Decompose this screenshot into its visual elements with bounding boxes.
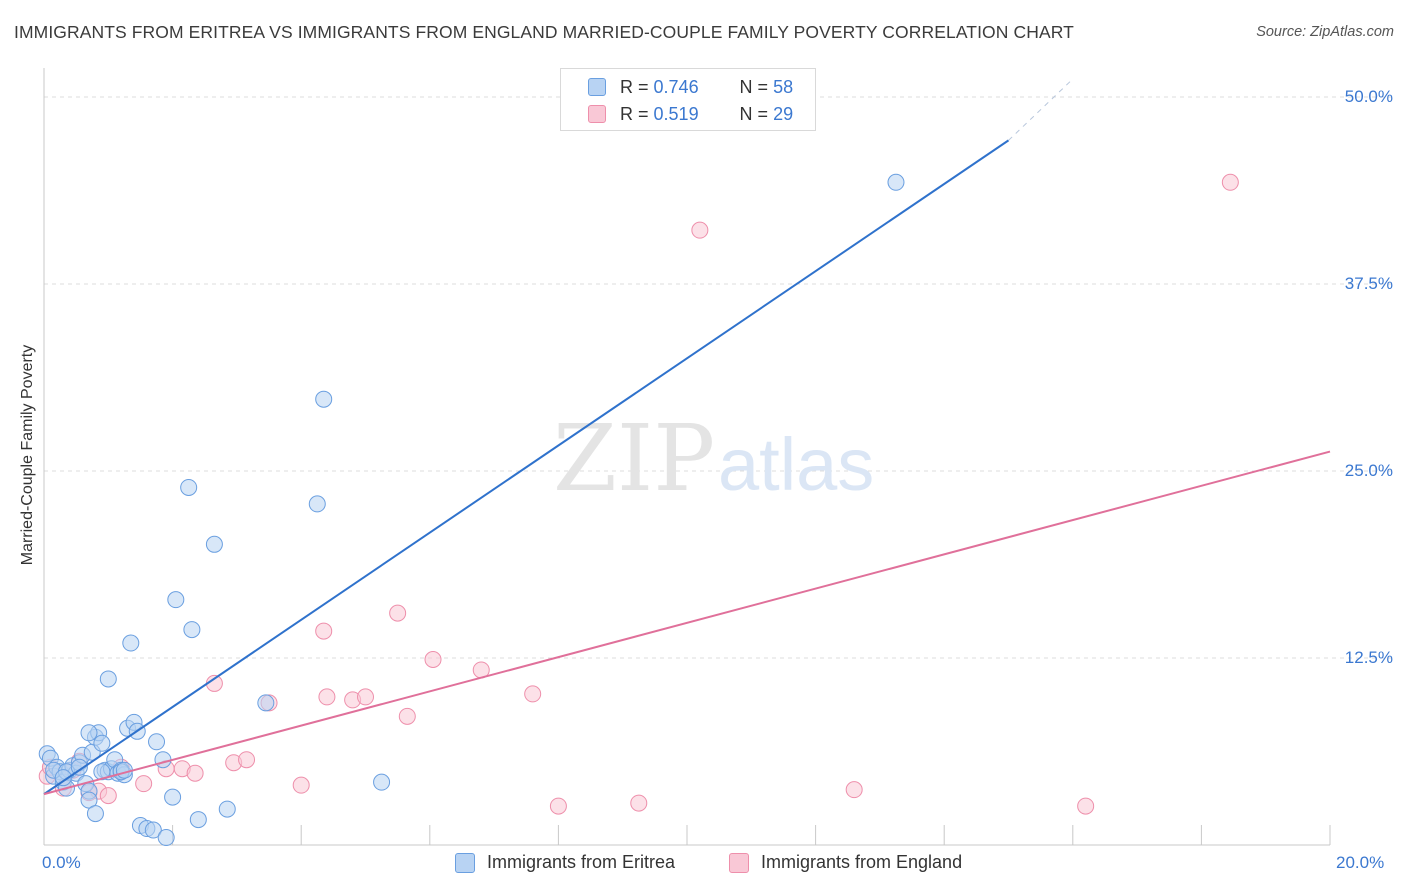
england-point [238, 751, 256, 769]
england-swatch [588, 105, 606, 123]
eritrea-point [154, 751, 172, 769]
r-label: R = [620, 103, 649, 124]
n-label: N = [739, 76, 769, 97]
england-point [315, 622, 333, 640]
england-trendline [43, 450, 1331, 796]
eritrea-point [373, 773, 391, 791]
eritrea-point [99, 670, 117, 688]
y-tick-label: 37.5% [1344, 274, 1393, 293]
england-point [424, 650, 442, 668]
r-value: 0.746 [653, 76, 699, 97]
england-point [845, 781, 863, 799]
eritrea-point [93, 734, 111, 752]
x-tick-label-max: 20.0% [1336, 853, 1385, 872]
eritrea-point [148, 733, 166, 751]
eritrea-point [80, 724, 98, 742]
n-value: 29 [773, 103, 794, 124]
chart-title: IMMIGRANTS FROM ERITREA VS IMMIGRANTS FR… [14, 22, 1074, 42]
eritrea-point [205, 535, 223, 553]
legend-item-england[interactable]: Immigrants from England [729, 852, 962, 873]
y-tick-label: 25.0% [1344, 461, 1393, 480]
watermark-zip: ZIP [553, 405, 715, 512]
legend-label: Immigrants from England [761, 852, 963, 872]
england-point [357, 688, 374, 706]
eritrea-point [164, 788, 182, 806]
eritrea-point [70, 758, 88, 776]
eritrea-point [308, 495, 326, 513]
england-swatch [729, 852, 749, 873]
england-point [1077, 797, 1095, 815]
england-point [389, 604, 407, 622]
eritrea-point [86, 805, 104, 823]
watermark-atlas: atlas [718, 423, 874, 506]
england-point [691, 221, 709, 239]
england-point [630, 794, 648, 812]
legend-row-england: R = 0.519 N = 29 [588, 103, 793, 125]
eritrea-point [144, 821, 162, 839]
england-point [1221, 173, 1239, 191]
y-tick-label: 50.0% [1344, 87, 1393, 106]
x-tick-label-min: 0.0% [42, 853, 81, 872]
england-point [99, 787, 117, 805]
eritrea-point [183, 621, 201, 639]
england-point [318, 688, 336, 706]
england-point [135, 775, 153, 793]
source-label: Source: ZipAtlas.com [1256, 24, 1394, 40]
eritrea-point [180, 478, 198, 496]
n-value: 58 [773, 76, 794, 97]
legend-item-eritrea[interactable]: Immigrants from Eritrea [455, 852, 675, 873]
eritrea-swatch [588, 78, 606, 96]
eritrea-point [122, 634, 140, 652]
england-point [524, 685, 542, 703]
legend-label: Immigrants from Eritrea [487, 852, 676, 872]
eritrea-trendline-extension [1008, 78, 1074, 141]
england-point [549, 797, 567, 815]
eritrea-point [157, 829, 175, 847]
england-point [292, 776, 310, 794]
eritrea-point [189, 811, 207, 829]
england-point [186, 764, 204, 782]
eritrea-point [257, 694, 275, 712]
y-tick-label: 12.5% [1344, 648, 1393, 667]
eritrea-point [54, 769, 72, 787]
eritrea-point [167, 591, 185, 609]
legend-row-eritrea: R = 0.746 N = 58 [588, 76, 793, 98]
england-point [398, 707, 416, 725]
eritrea-point [315, 390, 333, 408]
series-legend: Immigrants from Eritrea Immigrants from … [0, 852, 1406, 876]
correlation-legend: R = 0.746 N = 58 R = 0.519 N = 29 [560, 68, 816, 131]
r-value: 0.519 [653, 103, 699, 124]
eritrea-point [887, 173, 905, 191]
eritrea-swatch [455, 852, 475, 873]
eritrea-point [218, 800, 236, 818]
n-label: N = [739, 103, 769, 124]
r-label: R = [620, 76, 649, 97]
eritrea-trendline [43, 139, 1010, 795]
